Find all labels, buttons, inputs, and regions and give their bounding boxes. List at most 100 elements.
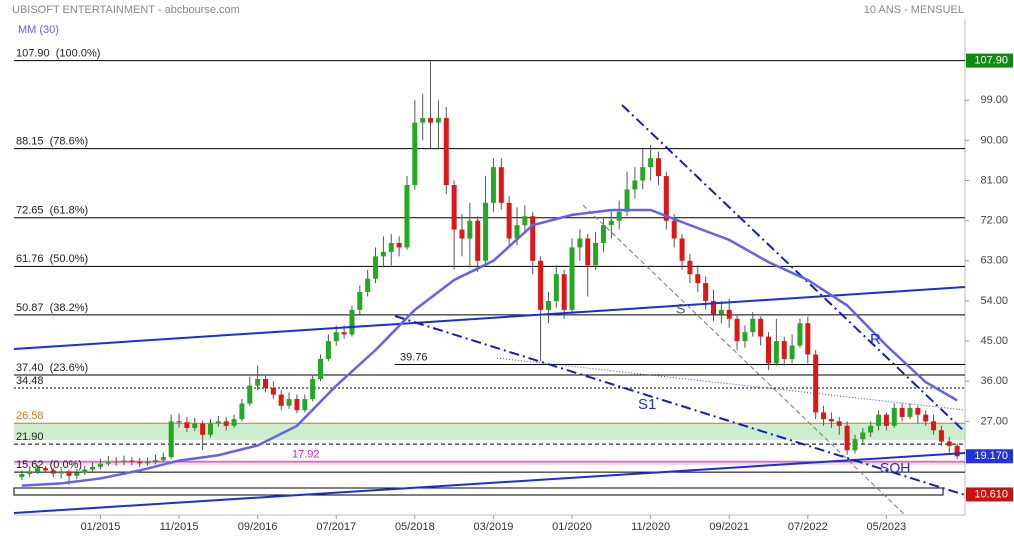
candle-body [310, 378, 316, 400]
candle-body [160, 457, 166, 461]
y-tick-label: 99.00 [980, 94, 1008, 106]
candle-body [451, 185, 457, 230]
y-tick-label: 72.00 [980, 215, 1008, 227]
candle-body [734, 318, 740, 342]
candle-body [663, 176, 669, 221]
x-tick-label: 09/2021 [709, 521, 749, 533]
level-label: 17.92 [292, 449, 320, 461]
candle-body [113, 461, 119, 463]
candle-body [168, 421, 174, 458]
candle-body [66, 471, 72, 476]
price-marker-label: 19.170 [974, 450, 1008, 462]
candle-body [553, 274, 559, 301]
candle-body [821, 412, 827, 420]
candle-body [844, 425, 850, 451]
x-tick-label: 01/2020 [552, 521, 592, 533]
candle-body [50, 470, 56, 474]
candle-body [325, 341, 331, 359]
candle-body [931, 421, 937, 431]
candle-body [600, 225, 606, 243]
x-tick-label: 11/2020 [631, 521, 670, 533]
x-tick-label: 07/2017 [316, 521, 356, 533]
candle-body [459, 229, 465, 239]
candle-body [475, 220, 481, 261]
level-label: 39.76 [400, 351, 428, 363]
candle-body [247, 385, 253, 404]
price-marker-label: 107.90 [974, 54, 1008, 66]
candle-body [514, 225, 520, 239]
legend-entry: MM (30) [18, 24, 59, 36]
annotation: SOH [880, 460, 910, 476]
candle-body [341, 332, 347, 335]
candle-body [828, 419, 834, 422]
candle-body [443, 118, 449, 185]
candle-body [545, 300, 551, 310]
y-tick-label: 27.00 [980, 415, 1008, 427]
candle-body [923, 414, 929, 422]
candle-body [215, 421, 221, 424]
candle-body [404, 185, 410, 248]
candle-body [82, 469, 88, 473]
candle-body [585, 238, 591, 266]
candle-body [42, 468, 48, 471]
candle-body [467, 220, 473, 239]
candle-body [435, 118, 441, 123]
candle-body [231, 419, 237, 426]
candle-body [703, 283, 709, 301]
candle-body [836, 421, 842, 426]
level-label: 34.48 [16, 375, 44, 387]
candle-body [428, 118, 434, 123]
candle-body [412, 122, 418, 185]
candle-body [710, 300, 716, 315]
candle-body [852, 439, 858, 451]
candle-body [577, 238, 583, 248]
level-label: 50.87 (38.2%) [16, 302, 88, 314]
level-label: 21.90 [16, 431, 44, 443]
x-tick-label: 05/2018 [395, 521, 435, 533]
candle-body [207, 423, 213, 435]
x-tick-label: 03/2019 [474, 521, 514, 533]
candle-body [333, 332, 339, 342]
candle-body [396, 242, 402, 248]
candle-body [200, 423, 206, 435]
candle-body [561, 274, 567, 310]
candle-body [152, 460, 158, 462]
candle-body [270, 387, 276, 395]
candle-body [145, 461, 151, 464]
candle-body [750, 318, 756, 333]
candle-body [255, 378, 261, 386]
y-tick-label: 90.00 [980, 134, 1008, 146]
level-label: 26.58 [16, 410, 44, 422]
trend-line [582, 204, 906, 516]
candle-body [805, 323, 811, 355]
zone-band [14, 460, 965, 465]
candle-body [938, 430, 944, 442]
candle-body [522, 216, 528, 226]
box [13, 487, 944, 496]
trend-line [621, 104, 966, 433]
candle-body [891, 407, 897, 426]
price-marker [966, 53, 1013, 68]
candle-body [90, 466, 96, 470]
candle-body [687, 260, 693, 275]
candle-body [648, 158, 654, 168]
trend-line [496, 357, 966, 411]
candle-body [726, 309, 732, 319]
level-label: 15.62 (0.0%) [16, 459, 82, 471]
candle-body [679, 238, 685, 261]
candle-body [860, 432, 866, 440]
candle-body [907, 407, 913, 417]
chart-title: UBISOFT ENTERTAINMENT - abcbourse.com [12, 4, 240, 16]
candle-body [490, 167, 496, 203]
trend-line [13, 452, 966, 514]
candle-body [530, 216, 536, 261]
candle-body [498, 167, 504, 203]
candle-body [616, 211, 622, 221]
candle-body [278, 394, 284, 406]
candle-body [129, 460, 135, 462]
candle-body [388, 242, 394, 252]
candle-body [74, 472, 80, 476]
candle-body [97, 463, 103, 467]
candle-body [294, 399, 300, 411]
candle-body [121, 460, 127, 463]
